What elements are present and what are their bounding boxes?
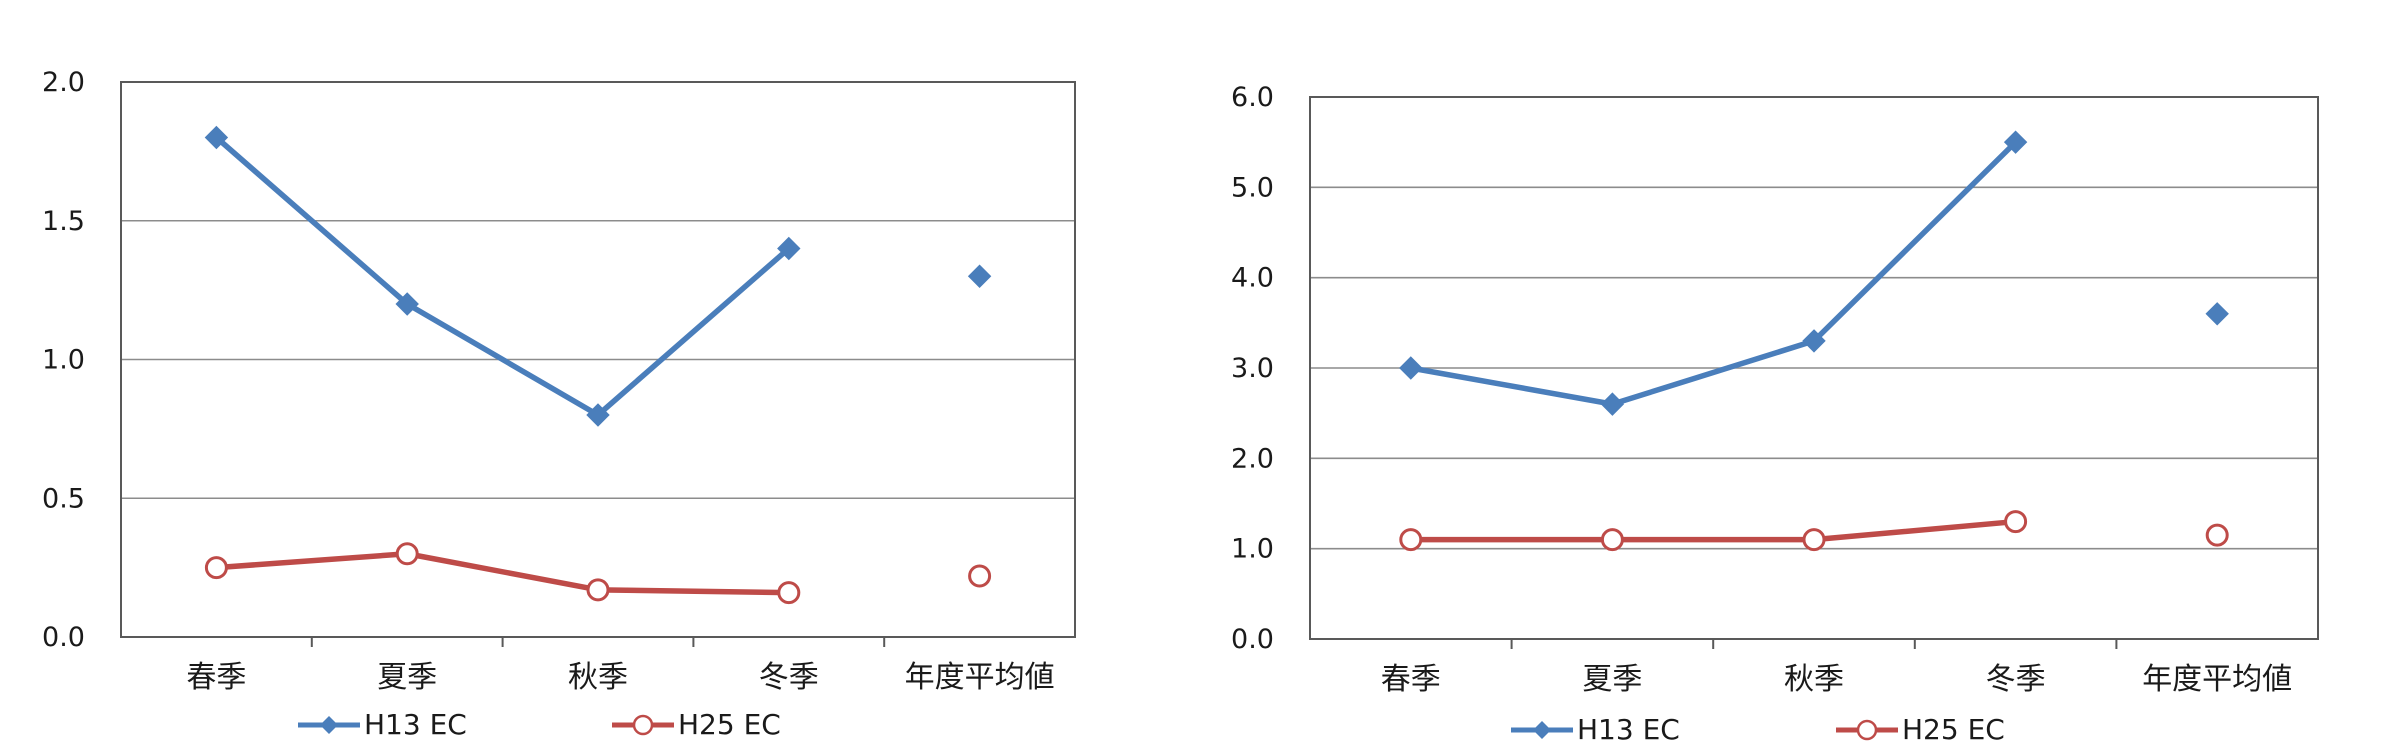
data-point-circle [2205, 523, 2229, 547]
y-tick-label: 4.0 [1231, 263, 1274, 294]
x-category-label: 春季 [1381, 662, 1441, 697]
series-h13-ec [1399, 130, 2229, 416]
legend-label: H25 EC [1902, 713, 2005, 746]
data-point-circle [1600, 528, 1624, 552]
right-chart: 0.0 1.0 2.0 3.0 4.0 5.0 6.0 春季 夏季 秋季 冬季 年度平均値 H13 EC… [1231, 82, 2319, 746]
x-category-label: 秋季 [568, 660, 628, 695]
y-tick-label: 0.5 [42, 483, 85, 514]
x-category-label: 秋季 [1784, 662, 1844, 697]
data-point-circle [395, 542, 419, 566]
plot-area-frame [1309, 96, 2319, 640]
data-point-diamond [1802, 329, 1826, 353]
data-point-diamond [1600, 392, 1625, 416]
series-line [1410, 518, 2016, 543]
x-category-label: 冬季 [1986, 662, 2046, 697]
x-category-label: 年度平均値 [905, 660, 1055, 695]
legend-diamond-icon [320, 716, 338, 734]
y-tick-label: 6.0 [1231, 82, 1274, 113]
data-point-circle [2004, 510, 2028, 534]
legend-circle-icon [1856, 719, 1878, 741]
left-chart: 0.0 0.5 1.0 1.5 2.0 春季 夏季 秋季 冬季 年度平均値 H13 EC H25 EC [42, 67, 1076, 741]
data-point-circle [586, 578, 610, 602]
legend-label: H13 EC [364, 708, 467, 741]
data-point-diamond [967, 264, 992, 288]
series-h13-ec [204, 125, 992, 427]
series-line [1410, 140, 2018, 407]
x-category-label: 夏季 [377, 660, 437, 695]
legend-circle-icon [632, 714, 654, 736]
data-point-diamond [395, 292, 419, 316]
legend-entry: H13 EC [1511, 713, 1680, 746]
y-tick-label: 2.0 [42, 67, 85, 98]
y-tick-label: 2.0 [1231, 443, 1274, 474]
x-category-label: 年度平均値 [2142, 662, 2292, 697]
y-tick-label: 1.0 [42, 345, 85, 376]
legend-entry: H25 EC [1836, 713, 2005, 746]
y-tick-label: 0.0 [42, 622, 85, 653]
y-tick-label: 0.0 [1231, 624, 1274, 655]
legend-entry: H25 EC [612, 708, 781, 741]
y-tick-label: 1.0 [1231, 534, 1274, 565]
data-point-circle [1399, 528, 1423, 552]
legend-diamond-icon [1533, 721, 1551, 739]
data-point-diamond [2205, 302, 2229, 326]
data-point-diamond [2003, 130, 2028, 154]
series-h25-ec [1399, 510, 2229, 552]
data-point-circle [968, 564, 992, 588]
data-point-diamond [777, 236, 801, 261]
series-line [216, 551, 789, 596]
plot-area-frame [120, 81, 1076, 638]
data-point-circle [1802, 528, 1826, 552]
series-line [214, 135, 791, 418]
y-tick-label: 1.5 [42, 206, 85, 237]
x-category-label: 冬季 [759, 660, 819, 695]
y-tick-label: 3.0 [1231, 353, 1274, 384]
series-h25-ec [204, 542, 992, 605]
data-point-diamond [586, 403, 610, 427]
legend-label: H13 EC [1577, 713, 1680, 746]
y-tick-label: 5.0 [1231, 172, 1274, 203]
data-point-diamond [204, 125, 229, 150]
data-point-circle [777, 581, 801, 605]
x-category-label: 夏季 [1582, 662, 1642, 697]
x-category-label: 春季 [186, 660, 246, 695]
data-point-diamond [1399, 356, 1423, 380]
data-point-circle [204, 556, 228, 580]
legend-label: H25 EC [678, 708, 781, 741]
legend-entry: H13 EC [298, 708, 467, 741]
